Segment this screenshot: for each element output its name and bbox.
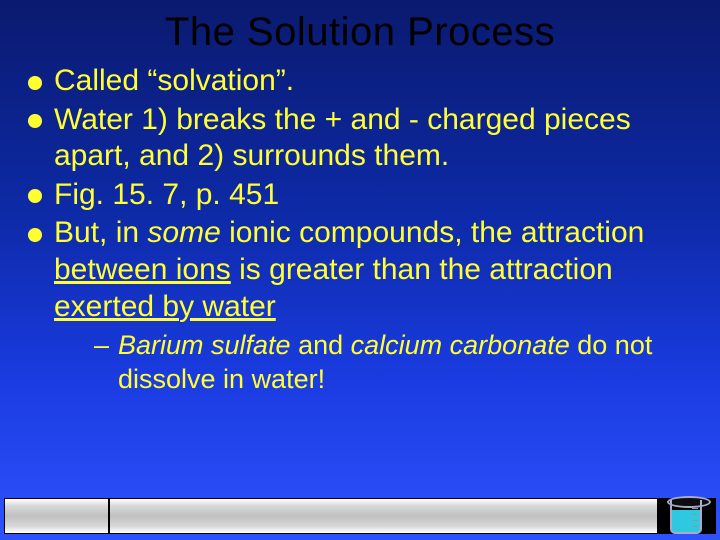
- slide-title: The Solution Process: [20, 10, 700, 55]
- bullet-3-text: Fig. 15. 7, p. 451: [54, 178, 279, 211]
- bullet-1-q1: “: [147, 64, 157, 97]
- footer-segment-1: [4, 498, 109, 534]
- beaker-body: [670, 500, 702, 534]
- bullet-4-pre: But, in: [54, 216, 147, 249]
- bullet-1-post: .: [286, 64, 294, 97]
- bullet-4-exerted: exerted by water: [54, 290, 276, 323]
- sub-1-mid: and: [291, 330, 351, 360]
- sub-list: Barium sulfate and calcium carbonate do …: [54, 329, 700, 397]
- bullet-4: But, in some ionic compounds, the attrac…: [28, 215, 700, 396]
- footer-segment-2: [109, 498, 658, 534]
- bullet-2-text: Water 1) breaks the + and - charged piec…: [54, 103, 631, 173]
- beaker-tick: [692, 526, 698, 527]
- sub-1: Barium sulfate and calcium carbonate do …: [94, 329, 700, 397]
- bullet-1-q2: ”: [276, 64, 286, 97]
- bullet-3: Fig. 15. 7, p. 451: [28, 177, 700, 214]
- bullet-4-mid1: ionic compounds, the attraction: [221, 216, 645, 249]
- sub-1-barium: Barium sulfate: [118, 330, 291, 360]
- bullet-2: Water 1) breaks the + and - charged piec…: [28, 102, 700, 175]
- bullet-1-term: solvation: [157, 64, 275, 97]
- sub-1-calcium: calcium carbonate: [351, 330, 570, 360]
- bullet-4-some: some: [147, 216, 220, 249]
- bullet-4-between: between ions: [54, 253, 231, 286]
- footer-bar: [4, 498, 716, 534]
- beaker-tick: [692, 508, 698, 509]
- beaker-tick: [692, 514, 698, 515]
- beaker-icon: [670, 500, 702, 538]
- bullet-4-mid2: is greater than the attraction: [231, 253, 613, 286]
- beaker-tick: [692, 520, 698, 521]
- bullet-1: Called “solvation”.: [28, 63, 700, 100]
- bullet-list: Called “solvation”. Water 1) breaks the …: [20, 63, 700, 397]
- slide: The Solution Process Called “solvation”.…: [0, 0, 720, 540]
- bullet-1-pre: Called: [54, 64, 147, 97]
